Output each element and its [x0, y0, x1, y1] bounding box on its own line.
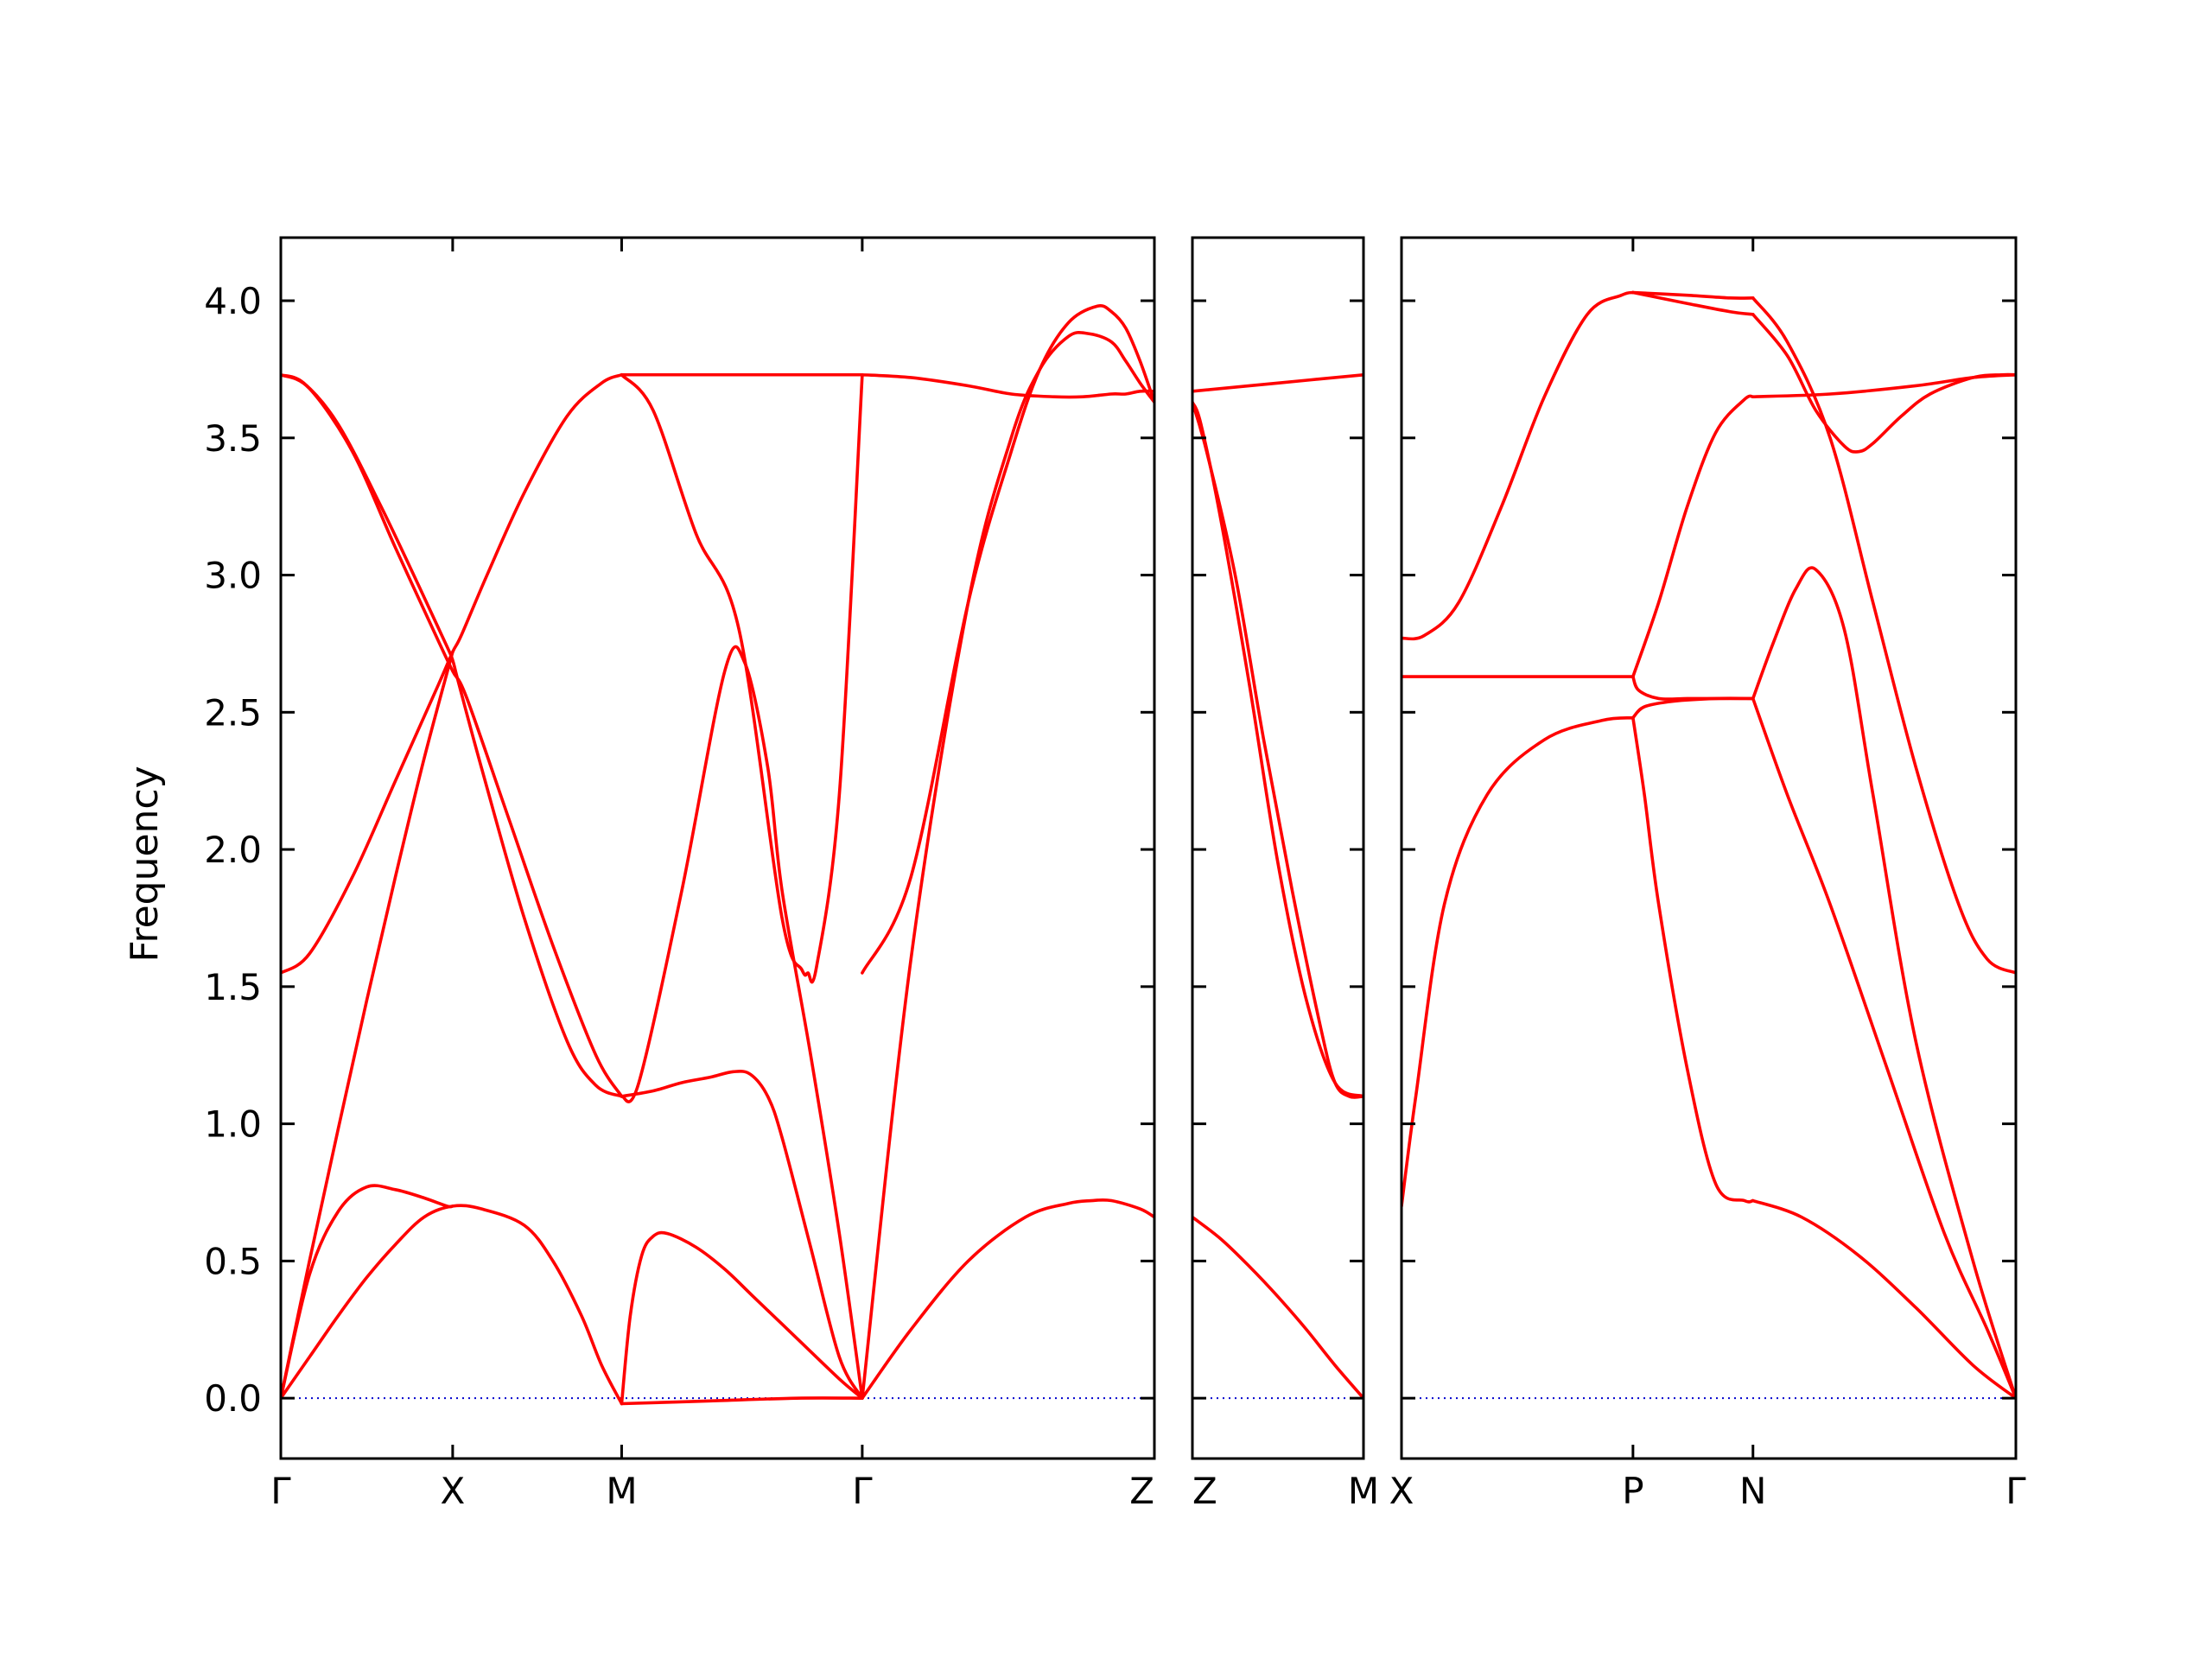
- band-line-3-1: [1402, 290, 1635, 641]
- x-tick-label: Z: [1129, 1470, 1154, 1512]
- x-tick-label: X: [440, 1470, 465, 1512]
- band-line-1-16: [861, 1198, 1154, 1400]
- y-tick-label: 0.0: [204, 1377, 262, 1420]
- band-line-1-14: [861, 330, 1154, 1400]
- band-line-3-2: [1631, 290, 1755, 300]
- y-tick-label: 1.5: [204, 966, 262, 1008]
- band-line-2-1: [1192, 372, 1363, 393]
- band-line-3-9: [1751, 1198, 2016, 1400]
- band-line-1-5: [281, 1184, 454, 1400]
- band-line-3-10: [1631, 394, 1755, 678]
- band-line-1-2: [281, 372, 624, 1098]
- x-tick-label: N: [1739, 1470, 1766, 1512]
- band-line-1-10: [620, 1230, 864, 1406]
- x-tick-label: X: [1389, 1470, 1414, 1512]
- x-tick-label: P: [1622, 1470, 1643, 1512]
- y-tick-label: 3.5: [204, 417, 262, 460]
- band-line-1-9: [620, 1070, 864, 1400]
- band-line-1-6: [281, 1204, 624, 1406]
- band-line-1-7: [620, 372, 864, 984]
- band-line-1-13: [861, 372, 1154, 399]
- bands: [281, 304, 1154, 1406]
- panel-frame: [279, 236, 1156, 1460]
- band-line-3-12: [1751, 313, 2016, 454]
- band-line-1-1: [281, 372, 624, 1098]
- panel-frame: [1400, 236, 2018, 1460]
- band-line-3-14: [1751, 566, 2016, 1400]
- y-tick-label: 2.5: [204, 691, 262, 734]
- x-tick-label: Γ: [852, 1470, 873, 1512]
- y-tick-label: 0.5: [204, 1240, 262, 1282]
- x-tick-label: Z: [1192, 1470, 1217, 1512]
- band-line-3-15: [1751, 696, 2016, 1400]
- x-tick-label: M: [1348, 1470, 1379, 1512]
- y-tick-label: 3.0: [204, 555, 262, 597]
- band-line-3-7: [1631, 696, 1755, 720]
- y-tick-label: 2.0: [204, 829, 262, 871]
- band-line-3-13: [1751, 296, 2016, 975]
- band-line-3-8: [1631, 715, 1755, 1204]
- band-line-1-8: [620, 645, 864, 1400]
- band-line-2-3: [1192, 400, 1363, 1098]
- bands: [1192, 372, 1363, 1400]
- band-line-3-3: [1631, 290, 1755, 316]
- band-line-1-3: [281, 372, 624, 975]
- band-line-1-11: [620, 1396, 864, 1406]
- y-axis-label: Frequency: [123, 766, 167, 962]
- band-line-3-6: [1631, 675, 1755, 701]
- x-tick-label: Γ: [270, 1470, 291, 1512]
- panel-frame: [1191, 236, 1365, 1460]
- band-line-1-4: [281, 650, 454, 1400]
- band-line-1-15: [861, 304, 1154, 975]
- bands: [1402, 290, 2016, 1400]
- band-line-2-4: [1192, 1215, 1363, 1400]
- band-line-3-5: [1402, 715, 1635, 1208]
- y-tick-label: 1.0: [204, 1103, 262, 1146]
- x-tick-label: M: [606, 1470, 637, 1512]
- x-tick-label: Γ: [2005, 1470, 2026, 1512]
- y-tick-label: 4.0: [204, 280, 262, 322]
- y-tick-labels: 0.0 0.5 1.0 1.5 2.0 2.5 3.0 3.5 4.0: [204, 280, 262, 1420]
